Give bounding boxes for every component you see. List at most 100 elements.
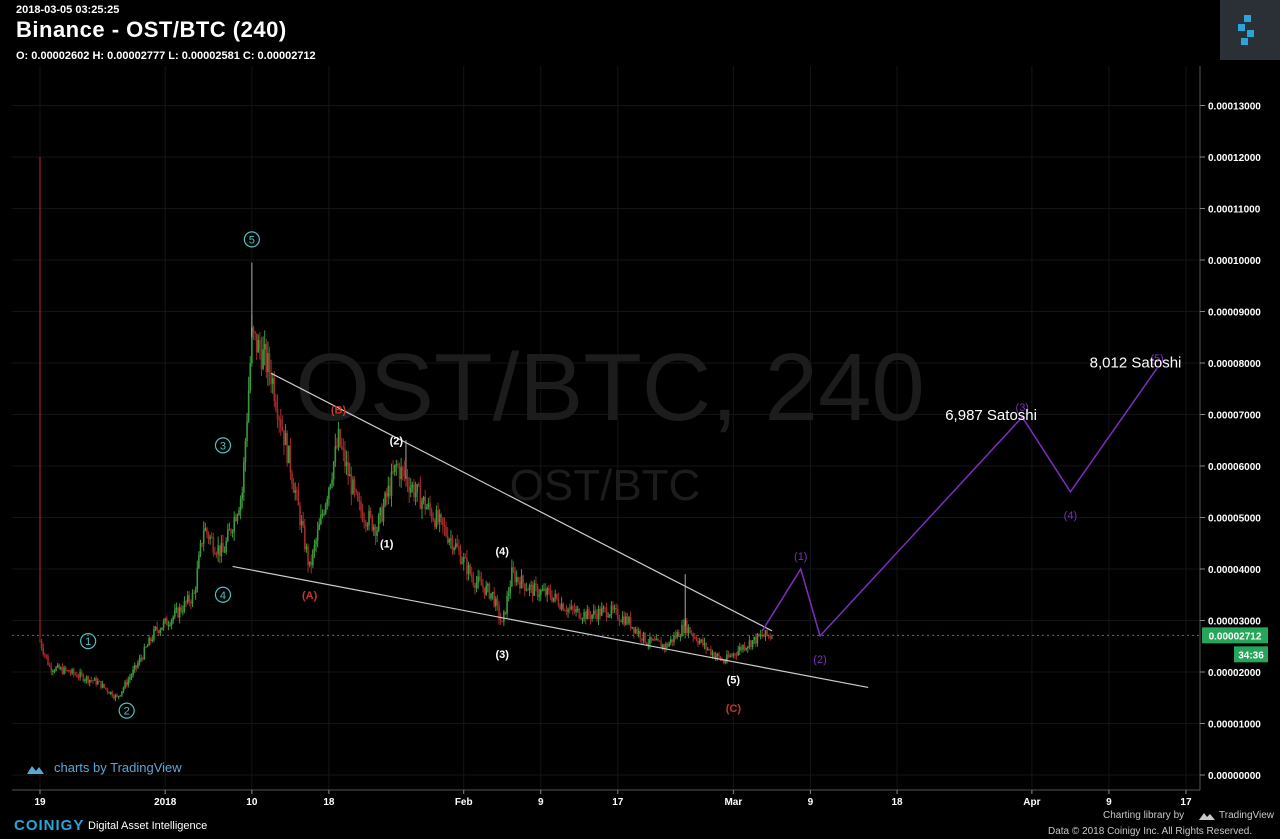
candle-body bbox=[300, 520, 303, 526]
candle-body bbox=[437, 510, 439, 523]
candle-body bbox=[96, 681, 99, 685]
candle-body bbox=[117, 696, 120, 698]
candle-body bbox=[361, 511, 364, 521]
candle-body bbox=[422, 496, 425, 501]
candle-body bbox=[342, 447, 345, 450]
candle-body bbox=[751, 640, 754, 648]
candle-body bbox=[262, 349, 264, 370]
candle-body bbox=[47, 656, 49, 665]
candle-body bbox=[498, 604, 500, 619]
candle-body bbox=[135, 665, 138, 668]
candle-body bbox=[681, 624, 683, 637]
y-tick-label: 0.00001000 bbox=[1208, 720, 1261, 731]
candle-body bbox=[209, 536, 211, 540]
candle-body bbox=[530, 585, 532, 587]
tradingview-small-link[interactable]: TradingView bbox=[1198, 810, 1274, 821]
candle-body bbox=[504, 611, 507, 614]
candle-body bbox=[137, 663, 139, 668]
candle-body bbox=[69, 672, 72, 674]
candle-body bbox=[716, 653, 719, 657]
candle-body bbox=[276, 408, 279, 419]
candle-body bbox=[625, 616, 627, 625]
candle-body bbox=[434, 520, 436, 528]
candle-body bbox=[679, 636, 682, 638]
candle-body bbox=[199, 543, 202, 556]
candle-body bbox=[440, 514, 443, 518]
candle-body bbox=[111, 691, 114, 697]
candle-body bbox=[408, 485, 410, 493]
candle-body bbox=[475, 582, 478, 589]
candle-body bbox=[348, 474, 351, 477]
candle-body bbox=[329, 484, 332, 488]
candle-body bbox=[538, 595, 540, 597]
candle-body bbox=[641, 638, 643, 641]
candle-body bbox=[506, 596, 508, 614]
candle-body bbox=[360, 501, 362, 512]
y-tick-label: 0.00007000 bbox=[1208, 411, 1261, 422]
candle-body bbox=[544, 589, 547, 596]
candle-body bbox=[324, 504, 327, 514]
candle-body bbox=[167, 625, 170, 627]
candle-body bbox=[414, 492, 417, 498]
wave-label: (3) bbox=[496, 649, 510, 661]
candle-body bbox=[747, 646, 749, 649]
candle-body bbox=[233, 516, 236, 532]
candle-body bbox=[196, 568, 199, 590]
candle-body bbox=[766, 630, 768, 636]
candle-body bbox=[374, 526, 377, 536]
candle-body bbox=[302, 520, 305, 526]
candle-body bbox=[599, 608, 601, 616]
candle-body bbox=[490, 593, 492, 599]
candle-body bbox=[673, 635, 675, 642]
candle-body bbox=[340, 446, 343, 448]
candle-body bbox=[403, 469, 406, 477]
chart-grid bbox=[12, 66, 1200, 790]
tradingview-small-text: TradingView bbox=[1219, 810, 1275, 821]
candle-body bbox=[596, 613, 598, 620]
coinigy-wordmark: COINIGY bbox=[14, 817, 85, 834]
candle-body bbox=[660, 641, 662, 648]
candle-body bbox=[429, 503, 431, 511]
candle-body bbox=[572, 606, 574, 610]
candle-body bbox=[305, 546, 308, 550]
candle-body bbox=[742, 645, 744, 650]
candle-body bbox=[186, 595, 189, 603]
candle-body bbox=[217, 545, 219, 555]
candle-body bbox=[584, 611, 587, 620]
candle-body bbox=[556, 593, 558, 599]
target-label: 8,012 Satoshi bbox=[1090, 354, 1182, 371]
candle-body bbox=[496, 598, 499, 605]
candle-body bbox=[721, 659, 723, 661]
candle-body bbox=[432, 518, 435, 521]
candle-body bbox=[53, 670, 56, 672]
candle-body bbox=[82, 674, 85, 681]
candle-body bbox=[719, 656, 722, 660]
candle-body bbox=[165, 618, 168, 626]
candle-body bbox=[283, 430, 285, 446]
candle-body bbox=[247, 389, 250, 422]
candle-body bbox=[60, 667, 62, 670]
candle-body bbox=[279, 419, 282, 428]
candle-body bbox=[535, 583, 537, 586]
candle-body bbox=[671, 639, 674, 642]
candle-body bbox=[745, 648, 747, 650]
candle-body bbox=[705, 642, 707, 649]
candle-body bbox=[578, 608, 581, 619]
candle-body bbox=[148, 637, 150, 646]
app-logo-button[interactable] bbox=[1220, 0, 1280, 60]
candle-body bbox=[241, 492, 244, 499]
ohlc-readout: O: 0.00002602 H: 0.00002777 L: 0.0000258… bbox=[16, 50, 316, 62]
candle-body bbox=[193, 592, 195, 594]
candle-body bbox=[207, 533, 210, 540]
y-tick-label: 0.00005000 bbox=[1208, 514, 1261, 525]
tradingview-credit-link[interactable]: charts by TradingView bbox=[24, 760, 182, 775]
candle-body bbox=[174, 610, 176, 617]
wave-label-circle bbox=[214, 437, 232, 454]
candle-body bbox=[337, 429, 340, 448]
candle-body bbox=[623, 616, 626, 625]
x-tick-label: 9 bbox=[808, 797, 814, 808]
candle-body bbox=[58, 664, 61, 670]
candle-body bbox=[581, 618, 584, 620]
candle-body bbox=[235, 516, 237, 521]
